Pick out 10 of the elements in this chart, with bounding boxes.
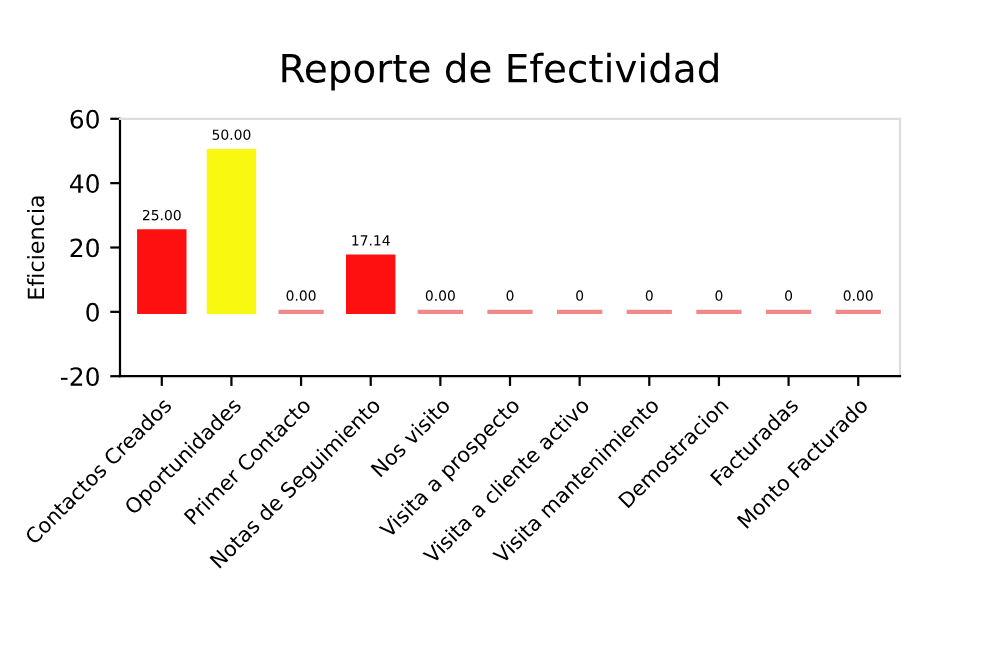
chart-title: Reporte de Efectividad bbox=[282, 52, 718, 91]
y-tick-label: 20 bbox=[70, 238, 99, 258]
y-tick-label: 0 bbox=[86, 302, 99, 322]
y-tick-label: 60 bbox=[70, 109, 99, 129]
bar bbox=[137, 229, 187, 314]
y-tick-label: -20 bbox=[60, 367, 99, 387]
y-tick-label: 40 bbox=[69, 174, 99, 193]
y-axis-title: Eficiencia bbox=[27, 196, 45, 299]
bar bbox=[206, 148, 257, 314]
bar bbox=[345, 254, 396, 314]
